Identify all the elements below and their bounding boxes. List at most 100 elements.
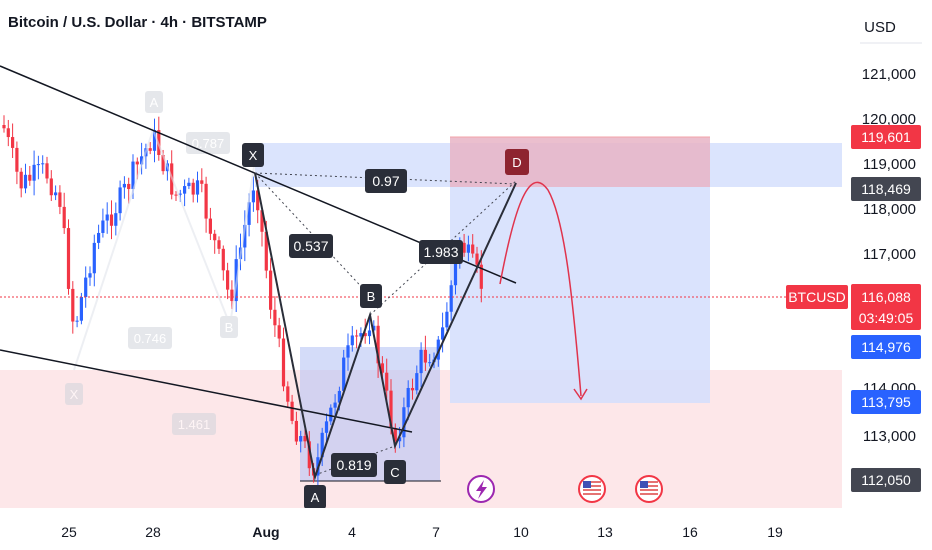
ghost-ratio-2: [128, 327, 172, 349]
point-d[interactable]: D: [505, 149, 529, 175]
candle-body: [148, 148, 152, 151]
candle-body: [479, 264, 483, 289]
ghost-ratio-1-label: 0.787: [192, 136, 225, 151]
tag-119601-label: 119,601: [861, 129, 911, 145]
candle-body: [415, 373, 419, 391]
long-position-box: [450, 187, 710, 403]
pattern-legs: [254, 172, 517, 481]
candle-body: [19, 171, 23, 189]
tag-114976: 114,976: [851, 335, 921, 359]
candle-body: [346, 345, 350, 358]
point-x[interactable]: X: [242, 143, 264, 167]
candle-body: [273, 309, 277, 326]
candle-body: [428, 362, 432, 364]
candle-body: [49, 178, 53, 196]
candle-body: [131, 161, 135, 190]
candle-body: [303, 436, 307, 442]
candle-body: [2, 125, 6, 129]
us-flag-event-icon[interactable]: [578, 475, 606, 503]
x-tick-7: 7: [432, 524, 440, 540]
x-tick-16: 16: [682, 524, 698, 540]
candle-body: [290, 401, 294, 421]
candle-body: [247, 202, 251, 225]
candle-body: [92, 242, 96, 274]
pattern-dotted-ac: [314, 445, 396, 476]
candle-body: [114, 213, 118, 226]
candle-body: [174, 194, 178, 196]
candle-body: [161, 154, 165, 172]
ghost-pattern-lines: [73, 127, 256, 371]
candle-body: [419, 349, 423, 374]
point-b[interactable]: B: [360, 284, 382, 308]
candle-body: [281, 338, 286, 387]
candle-body: [195, 180, 200, 195]
candle-body: [243, 224, 247, 248]
candle-body: [307, 441, 311, 469]
candle-body: [200, 180, 204, 184]
candle-body: [58, 192, 62, 207]
pattern-dotted-bd: [369, 180, 517, 316]
candle-body: [217, 240, 221, 249]
lightning-event-icon[interactable]: [467, 475, 495, 503]
candle-body: [294, 420, 298, 442]
candle-body: [41, 163, 45, 165]
candle-body: [101, 220, 105, 233]
ghost-point-x: [65, 383, 83, 405]
candle-body: [135, 161, 139, 165]
reversal-zone: [450, 137, 710, 187]
candle-body: [105, 214, 109, 221]
candle-body: [389, 390, 393, 429]
us-flag-event-icon-2[interactable]: [635, 475, 663, 503]
candle-body: [79, 296, 83, 321]
candle-body: [11, 137, 15, 148]
tag-118469: 118,469: [851, 177, 921, 201]
candle-body: [475, 253, 479, 265]
candle-body: [109, 214, 114, 226]
y-tick-117000: 117,000: [863, 246, 916, 263]
tag-114976-label: 114,976: [861, 339, 911, 355]
ratio-ac: 0.819: [331, 453, 377, 477]
tag-112050: 112,050: [851, 468, 921, 492]
candle-body: [251, 190, 255, 203]
tag-118469-label: 118,469: [861, 181, 911, 197]
candle-body: [230, 289, 234, 302]
point-a[interactable]: A: [304, 485, 326, 509]
candle-body: [264, 231, 268, 271]
time-axis[interactable]: [0, 508, 842, 550]
symbol-tag-label: BTCUSD: [788, 289, 846, 305]
candle-body: [286, 386, 290, 402]
candle-body: [260, 210, 264, 232]
tag-113795: 113,795: [851, 390, 921, 414]
candle-body: [84, 277, 88, 297]
candle-body: [208, 218, 212, 234]
point-b-label: B: [367, 289, 376, 304]
candle-body: [71, 288, 75, 322]
ghost-point-b-label: B: [225, 320, 234, 335]
candle-body: [97, 232, 101, 243]
x-tick-25: 25: [61, 524, 77, 540]
candle-body: [449, 285, 453, 312]
symbol-tag[interactable]: BTCUSD: [786, 285, 848, 309]
candle-body: [15, 147, 19, 172]
lower-trendline[interactable]: [0, 349, 413, 433]
candle-body: [118, 187, 122, 214]
candle-body: [221, 248, 225, 271]
ghost-point-x-label: X: [70, 387, 79, 402]
candle-body: [423, 349, 427, 363]
currency-label[interactable]: USD: [864, 19, 896, 36]
point-d-label: D: [512, 155, 521, 170]
ghost-ratio-2-label: 0.746: [134, 331, 167, 346]
ghost-point-a: [145, 91, 163, 113]
point-c[interactable]: C: [384, 460, 406, 484]
candle-body: [363, 333, 367, 337]
x-tick-13: 13: [597, 524, 613, 540]
candle-body: [183, 186, 187, 194]
x-tick-10: 10: [513, 524, 529, 540]
candle-body: [441, 327, 445, 340]
tag-112050-label: 112,050: [861, 472, 911, 488]
pattern-dotted-xb: [254, 172, 371, 297]
candle-body: [152, 130, 157, 151]
price-axis[interactable]: [842, 0, 932, 508]
chart-title: Bitcoin / U.S. Dollar · 4h · BITSTAMP: [8, 14, 267, 31]
